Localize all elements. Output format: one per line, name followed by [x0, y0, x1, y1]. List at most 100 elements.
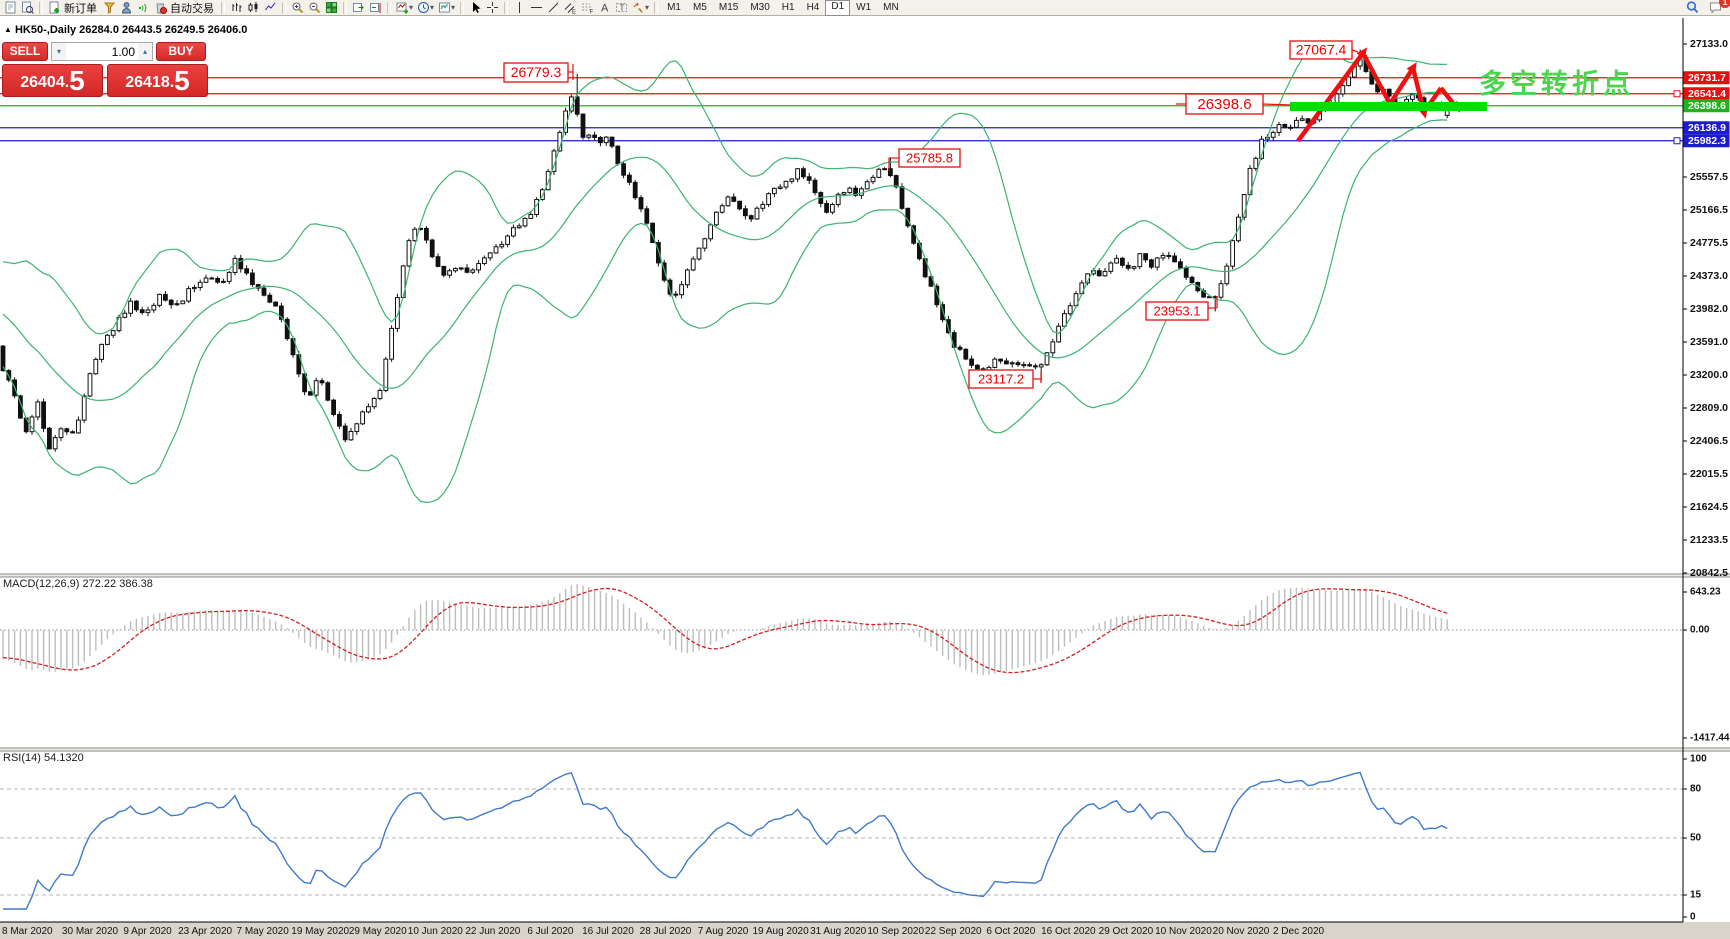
- dropdown-caret-icon[interactable]: ▾: [409, 3, 414, 12]
- svg-text:19 Aug 2020: 19 Aug 2020: [753, 926, 810, 937]
- svg-text:25785.8: 25785.8: [906, 150, 953, 165]
- buy-price-pips: 5: [174, 65, 190, 96]
- timeframe-h4-button[interactable]: H4: [806, 1, 820, 13]
- templates-icon[interactable]: [436, 0, 453, 15]
- notification-badge: 1: [1719, 0, 1730, 8]
- arrows-icon[interactable]: [630, 0, 647, 15]
- svg-text:16 Jul 2020: 16 Jul 2020: [582, 926, 634, 937]
- svg-text:100: 100: [1690, 754, 1707, 765]
- search-icon[interactable]: [1684, 0, 1701, 15]
- svg-text:6 Jul 2020: 6 Jul 2020: [527, 926, 574, 937]
- svg-text:8 Mar 2020: 8 Mar 2020: [2, 926, 53, 937]
- svg-text:T: T: [620, 4, 625, 13]
- profiles-icon[interactable]: [19, 0, 36, 15]
- line-chart-icon[interactable]: [262, 0, 279, 15]
- sell-button[interactable]: SELL: [2, 42, 48, 61]
- timeframe-m5-button[interactable]: M5: [692, 1, 707, 13]
- svg-text:-1417.44: -1417.44: [1690, 733, 1730, 744]
- new-order-button-label[interactable]: 新订单: [64, 2, 97, 15]
- trendline-icon[interactable]: [545, 0, 562, 15]
- svg-text:28 Jul 2020: 28 Jul 2020: [640, 926, 692, 937]
- timeframe-m1-button[interactable]: M1: [667, 1, 681, 13]
- svg-text:31 Aug 2020: 31 Aug 2020: [810, 926, 867, 937]
- periods-icon[interactable]: [415, 0, 432, 15]
- chart-window[interactable]: 26779.3 27067.4 26398.6 25785.8 23953.1 23117…: [0, 16, 1730, 939]
- dropdown-caret-icon[interactable]: ▾: [645, 3, 650, 12]
- svg-text:9 Apr 2020: 9 Apr 2020: [123, 926, 172, 937]
- sell-price-box[interactable]: 26404. 5: [2, 64, 103, 97]
- svg-text:22406.5: 22406.5: [1690, 435, 1728, 447]
- dropdown-caret-icon[interactable]: ▾: [451, 3, 456, 12]
- zoom-out-icon[interactable]: [306, 0, 323, 15]
- text-label-icon[interactable]: T: [613, 0, 630, 15]
- toolbar-separator: [387, 1, 391, 14]
- new-order-button[interactable]: [46, 0, 63, 15]
- timeframe-h1-button[interactable]: H1: [781, 1, 795, 13]
- navigator-icon[interactable]: [118, 0, 135, 15]
- signals-icon[interactable]: [135, 0, 152, 15]
- volume-increase-button[interactable]: ▴: [138, 43, 152, 60]
- timeframe-m15-button[interactable]: M15: [718, 1, 739, 13]
- candle-chart-icon[interactable]: [245, 0, 262, 15]
- svg-text:24373.0: 24373.0: [1690, 270, 1728, 282]
- svg-text:25982.3: 25982.3: [1688, 135, 1726, 147]
- dropdown-caret-icon[interactable]: ▾: [430, 3, 435, 12]
- svg-text:16 Oct 2020: 16 Oct 2020: [1041, 926, 1096, 937]
- fibonacci-icon[interactable]: F: [579, 0, 596, 15]
- chat-icon[interactable]: 1: [1707, 0, 1730, 15]
- sell-price-pips: 5: [69, 65, 85, 96]
- chart-shift-icon[interactable]: [367, 0, 384, 15]
- channel-icon[interactable]: E: [562, 0, 579, 15]
- svg-text:23953.1: 23953.1: [1154, 303, 1201, 318]
- svg-text:多空转折点: 多空转折点: [1479, 68, 1634, 99]
- macd-value-signal: 386.38: [119, 578, 153, 590]
- volume-decrease-button[interactable]: ▾: [52, 43, 66, 60]
- new-chart-icon[interactable]: [2, 0, 19, 15]
- timeframe-m30-button[interactable]: M30: [750, 1, 770, 13]
- tile-windows-icon[interactable]: [323, 0, 340, 15]
- svg-text:25557.5: 25557.5: [1690, 171, 1728, 183]
- svg-text:20842.5: 20842.5: [1690, 567, 1728, 579]
- timeframe-mn-button[interactable]: MN: [883, 1, 899, 13]
- svg-text:22 Jun 2020: 22 Jun 2020: [465, 926, 520, 937]
- auto-scroll-icon[interactable]: [350, 0, 367, 15]
- svg-text:21233.5: 21233.5: [1690, 534, 1728, 546]
- text-icon[interactable]: A: [596, 0, 613, 15]
- svg-text:26731.7: 26731.7: [1688, 72, 1726, 84]
- svg-text:2 Dec 2020: 2 Dec 2020: [1273, 926, 1325, 937]
- metaeditor-icon[interactable]: [101, 0, 118, 15]
- svg-text:29 May 2020: 29 May 2020: [349, 926, 407, 937]
- svg-text:26541.4: 26541.4: [1688, 88, 1726, 100]
- svg-text:F: F: [590, 10, 594, 15]
- autotrading-button[interactable]: [152, 0, 169, 15]
- timeframe-d1-button[interactable]: D1: [825, 0, 851, 16]
- svg-text:26779.3: 26779.3: [511, 64, 562, 80]
- buy-button[interactable]: BUY: [156, 42, 206, 61]
- svg-text:23 Apr 2020: 23 Apr 2020: [178, 926, 232, 937]
- horizontal-line-icon[interactable]: [528, 0, 545, 15]
- toolbar: 新订单 自动交易 ▾ ▾ ▾ E F A T ▾ M1 M5 M15 M30 H1 H4 D1 W1 MN 1: [0, 0, 1730, 16]
- bar-chart-icon[interactable]: [228, 0, 245, 15]
- volume-input[interactable]: [66, 43, 138, 60]
- buy-price-box[interactable]: 26418. 5: [107, 64, 208, 97]
- vertical-line-icon[interactable]: [511, 0, 528, 15]
- cursor-icon[interactable]: [467, 0, 484, 15]
- svg-text:20 Nov 2020: 20 Nov 2020: [1213, 926, 1270, 937]
- crosshair-icon[interactable]: [484, 0, 501, 15]
- autotrading-button-label[interactable]: 自动交易: [170, 2, 214, 15]
- indicators-icon[interactable]: [394, 0, 411, 15]
- one-click-trading-panel: SELL ▾ ▴ BUY 26404. 5 26418. 5: [2, 42, 218, 97]
- quote-header: ▲ HK50-,Daily 26284.0 26443.5 26249.5 26…: [4, 24, 247, 36]
- svg-text:24775.5: 24775.5: [1690, 237, 1728, 249]
- timeframe-w1-button[interactable]: W1: [856, 1, 872, 13]
- zoom-in-icon[interactable]: [289, 0, 306, 15]
- svg-text:26398.6: 26398.6: [1688, 100, 1726, 112]
- collapse-arrow-icon[interactable]: ▲: [4, 25, 12, 34]
- price-chart-canvas[interactable]: 26779.3 27067.4 26398.6 25785.8 23953.1 23117…: [0, 16, 1730, 939]
- toolbar-separator: [460, 1, 465, 14]
- svg-text:6 Oct 2020: 6 Oct 2020: [986, 926, 1035, 937]
- macd-indicator-label: MACD(12,26,9) 272.22 386.38: [3, 578, 153, 590]
- svg-text:7 May 2020: 7 May 2020: [237, 926, 290, 937]
- svg-text:0.00: 0.00: [1690, 625, 1710, 636]
